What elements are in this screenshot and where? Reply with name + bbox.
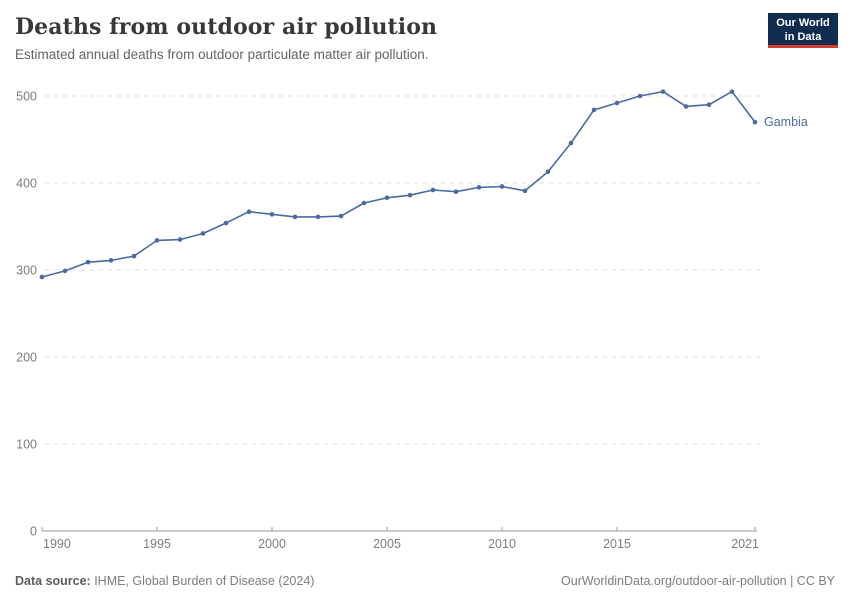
page-subtitle: Estimated annual deaths from outdoor par… — [15, 47, 429, 62]
data-point-2021 — [752, 119, 758, 125]
data-point-2015 — [614, 100, 620, 106]
data-point-2003 — [338, 213, 344, 219]
data-source: Data source: IHME, Global Burden of Dise… — [15, 574, 314, 588]
xtick-label-2000: 2000 — [258, 537, 286, 551]
data-point-1998 — [223, 220, 229, 226]
ytick-label-200: 200 — [16, 351, 37, 365]
data-point-1992 — [85, 259, 91, 265]
line-chart[interactable]: 0 100 200 300 400 500 1990 1995 2000 2005 2010 2015… — [0, 78, 850, 560]
data-point-2017 — [660, 89, 666, 94]
data-point-2016 — [637, 93, 643, 99]
data-point-2004 — [361, 200, 367, 206]
data-point-2010 — [499, 184, 505, 189]
data-point-2019 — [706, 102, 712, 107]
data-point-2011 — [522, 188, 528, 194]
xtick-label-1990: 1990 — [43, 537, 71, 551]
data-point-2007 — [430, 187, 436, 193]
series-label-gambia[interactable]: Gambia — [764, 115, 808, 129]
data-point-1994 — [131, 253, 137, 259]
ytick-label-0: 0 — [30, 525, 37, 539]
data-point-1996 — [177, 237, 183, 242]
data-point-1993 — [108, 258, 114, 263]
series-line-gambia[interactable] — [41, 90, 756, 278]
chart-svg: 0 100 200 300 400 500 1990 1995 2000 2005 2010 2015… — [16, 89, 808, 551]
owid-logo-line1: Our World — [776, 17, 830, 29]
data-point-2013 — [568, 140, 574, 146]
owid-logo-line2: in Data — [784, 31, 822, 43]
xtick-label-2005: 2005 — [373, 537, 401, 551]
data-point-1999 — [246, 209, 252, 215]
data-point-2018 — [683, 104, 689, 109]
chart-header: Deaths from outdoor air pollution Estima… — [15, 14, 835, 62]
owid-logo[interactable]: Our World in Data — [768, 13, 838, 48]
data-point-2008 — [453, 189, 459, 194]
data-point-2014 — [591, 107, 597, 113]
data-point-1990 — [39, 274, 45, 280]
data-source-text: IHME, Global Burden of Disease (2024) — [90, 574, 315, 588]
data-point-2005 — [384, 195, 390, 201]
data-point-2012 — [545, 169, 551, 174]
data-point-1997 — [200, 231, 206, 236]
page-title: Deaths from outdoor air pollution — [15, 14, 438, 40]
chart-footer: Data source: IHME, Global Burden of Dise… — [15, 574, 835, 588]
data-point-1991 — [62, 268, 68, 274]
ytick-label-100: 100 — [16, 438, 37, 452]
data-point-2009 — [476, 185, 482, 190]
ytick-label-500: 500 — [16, 90, 37, 104]
xtick-label-1995: 1995 — [143, 537, 171, 551]
data-point-1995 — [154, 238, 160, 243]
data-point-2002 — [315, 214, 321, 220]
data-point-2001 — [292, 214, 298, 220]
data-point-2006 — [407, 192, 413, 198]
data-source-label: Data source: — [15, 574, 91, 588]
ytick-label-300: 300 — [16, 264, 37, 278]
xtick-label-2021: 2021 — [731, 537, 759, 551]
data-point-2000 — [269, 212, 275, 217]
data-point-2020 — [729, 89, 735, 94]
xtick-label-2015: 2015 — [603, 537, 631, 551]
credit-link[interactable]: OurWorldinData.org/outdoor-air-pollution… — [561, 574, 835, 588]
xtick-label-2010: 2010 — [488, 537, 516, 551]
ytick-label-400: 400 — [16, 177, 37, 191]
